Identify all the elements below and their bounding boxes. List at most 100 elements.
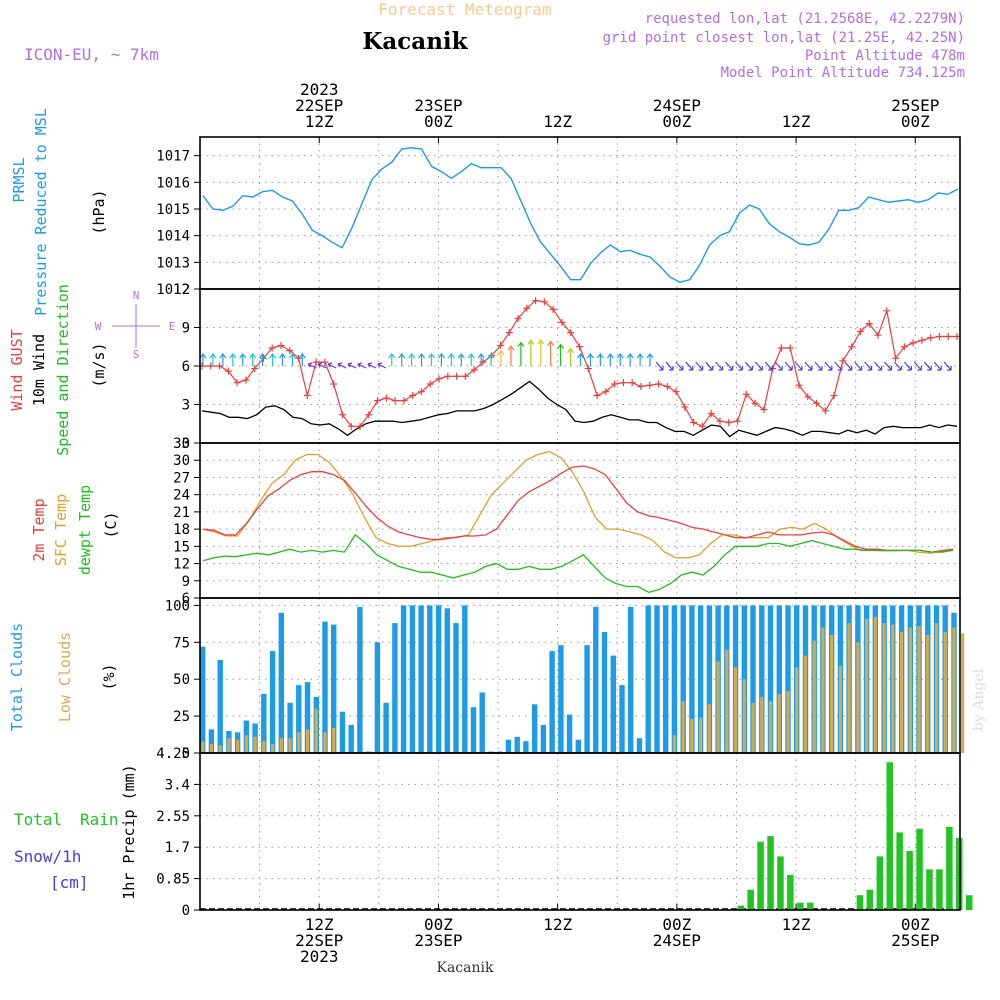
gust-marker <box>892 354 900 362</box>
wind-direction-arrow <box>596 353 604 366</box>
bottom-time-label: 12Z <box>543 915 572 934</box>
rain-bar <box>906 850 913 910</box>
y-tick-label: 75 <box>173 635 190 651</box>
wind-direction-arrow <box>298 353 306 366</box>
wind-direction-arrow <box>685 361 694 371</box>
total-cloud-bar <box>304 682 311 753</box>
y-tick-label: 15 <box>173 539 190 555</box>
wind-direction-arrow <box>903 361 912 371</box>
precip-snow-label: Snow/1h <box>14 847 81 866</box>
y-tick-label: 0 <box>182 436 190 452</box>
low-cloud-bar <box>795 667 799 753</box>
total-cloud-bar <box>593 606 599 753</box>
wind-direction-arrow <box>517 341 525 366</box>
wind-direction-arrow <box>367 362 377 369</box>
gust-marker <box>303 392 311 400</box>
compass-w: W <box>95 320 102 333</box>
total-cloud-bar <box>427 605 433 753</box>
wind-direction-arrow <box>507 345 515 366</box>
gust-marker <box>760 406 768 414</box>
wind-direction-arrow <box>337 362 347 369</box>
wind-direction-arrow <box>418 353 426 366</box>
wind-direction-arrow <box>427 353 435 366</box>
wind-direction-arrow <box>457 353 465 366</box>
y-tick-label: 24 <box>173 488 190 504</box>
wind-direction-arrow <box>874 361 883 371</box>
wind-direction-arrow <box>744 361 753 371</box>
y-tick-label: 30 <box>173 453 190 469</box>
total-cloud-bar <box>296 685 302 753</box>
wind-direction-arrow <box>398 353 406 366</box>
top-time-label: 2023 <box>300 80 339 99</box>
gust-marker <box>909 339 917 347</box>
gust-marker <box>593 392 601 400</box>
low-cloud-bar <box>288 738 292 753</box>
gust-marker <box>338 411 346 419</box>
gust-marker <box>804 393 812 401</box>
gust-marker <box>918 336 926 344</box>
gust-marker <box>698 422 706 430</box>
low-cloud-bar <box>882 623 886 753</box>
rain-bar <box>807 902 814 910</box>
precip-snow-unit: [cm] <box>50 873 89 892</box>
wind-direction-arrow <box>864 361 873 371</box>
y-tick-label: 0 <box>182 903 190 919</box>
total-cloud-bar <box>654 605 660 753</box>
compass-s: S <box>133 348 140 361</box>
gust-marker <box>435 375 443 383</box>
bottom-time-label: 00Z <box>424 915 453 934</box>
wind-direction-arrow <box>923 361 932 371</box>
total-cloud-bar <box>540 725 547 753</box>
gust-marker <box>461 372 469 380</box>
low-cloud-bar <box>812 640 816 753</box>
wind-direction-arrow <box>537 339 545 366</box>
gust-marker <box>216 362 224 370</box>
gust-marker <box>935 332 943 340</box>
gust-marker <box>725 418 733 426</box>
rain-bar <box>787 874 794 910</box>
gust-marker <box>734 417 742 425</box>
requested-coords: requested lon,lat (21.2568E, 42.2279N) <box>645 11 965 27</box>
low-cloud-bar <box>768 701 773 753</box>
gust-marker <box>821 407 829 415</box>
y-tick-label: 1014 <box>156 229 190 245</box>
total-cloud-bar <box>584 645 590 753</box>
total-cloud-bar <box>523 741 529 753</box>
total-cloud-bar <box>383 702 389 753</box>
wind-direction-arrow <box>705 361 714 371</box>
low-cloud-bar <box>716 661 720 753</box>
y-tick-label: 1017 <box>156 149 190 165</box>
gust-marker <box>751 399 759 407</box>
bottom-time-label: 25SEP <box>891 931 939 950</box>
wind-direction-arrow <box>606 353 614 366</box>
wind-direction-arrow <box>943 361 952 371</box>
wind-gust-label: Wind GUST <box>8 329 26 410</box>
low-cloud-bar <box>279 738 283 753</box>
panel-frame <box>199 136 961 290</box>
plot-layer: 1012101310141015101610170369126912151821… <box>156 80 973 966</box>
rain-bar <box>916 828 923 910</box>
wind-direction-arrow <box>327 362 337 369</box>
wind-10m-line <box>201 380 958 438</box>
total-cloud-bar <box>261 694 267 753</box>
top-time-label: 24SEP <box>653 96 701 115</box>
gust-marker <box>707 409 715 417</box>
y-tick-label: 1016 <box>156 175 190 191</box>
wind-direction-arrow <box>725 361 734 371</box>
rain-bar <box>936 869 943 910</box>
low-cloud-bar <box>734 667 738 753</box>
location-title: Kacanik <box>362 28 468 55</box>
y-tick-label: 6 <box>182 359 190 375</box>
wind-direction-arrow <box>288 353 296 366</box>
wind-direction-arrow <box>665 361 674 371</box>
precip-total-label: Total <box>14 810 62 829</box>
total-cloud-bar <box>418 605 424 753</box>
total-cloud-bar <box>776 605 782 753</box>
wind-direction-arrow <box>814 361 823 371</box>
wind-direction-arrow <box>794 361 803 371</box>
wind-direction-arrow <box>347 362 357 369</box>
total-cloud-bar <box>331 624 337 753</box>
top-time-label: 12Z <box>543 112 572 131</box>
temp-dewpt-label: dewpt Temp <box>76 485 94 575</box>
